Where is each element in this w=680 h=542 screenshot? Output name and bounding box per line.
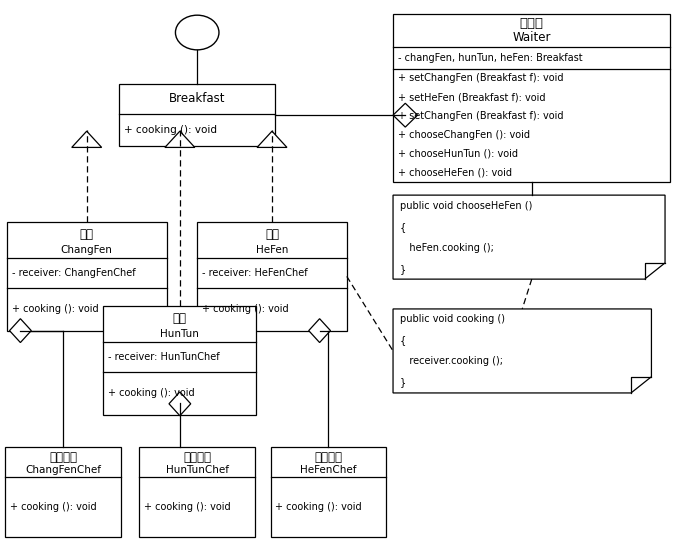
- Text: public void chooseHeFen (): public void chooseHeFen (): [400, 201, 532, 211]
- Text: HeFen: HeFen: [256, 245, 288, 255]
- Text: Breakfast: Breakfast: [169, 93, 226, 106]
- Text: + setHeFen (Breakfast f): void: + setHeFen (Breakfast f): void: [398, 92, 546, 102]
- Polygon shape: [393, 103, 418, 127]
- Text: + setChangFen (Breakfast f): void: + setChangFen (Breakfast f): void: [398, 73, 564, 83]
- Text: 肠粉厨师: 肠粉厨师: [49, 451, 78, 464]
- Text: + setChangFen (Breakfast f): void: + setChangFen (Breakfast f): void: [398, 111, 564, 121]
- Bar: [7, 222, 167, 331]
- Polygon shape: [393, 195, 665, 279]
- Text: }: }: [400, 263, 406, 274]
- Text: - receiver: HeFenChef: - receiver: HeFenChef: [202, 268, 307, 278]
- Text: 馄饨厨师: 馄饨厨师: [183, 451, 211, 464]
- Polygon shape: [393, 309, 651, 393]
- Bar: [139, 447, 255, 537]
- Polygon shape: [257, 131, 287, 147]
- Text: 河粉厨师: 河粉厨师: [314, 451, 343, 464]
- Text: + chooseChangFen (): void: + chooseChangFen (): void: [398, 130, 530, 140]
- Text: HunTun: HunTun: [160, 329, 199, 339]
- Text: public void cooking (): public void cooking (): [400, 314, 505, 325]
- Text: + chooseHunTun (): void: + chooseHunTun (): void: [398, 149, 518, 158]
- Text: HeFenChef: HeFenChef: [300, 465, 357, 475]
- Text: + cooking (): void: + cooking (): void: [144, 501, 231, 512]
- Text: receiver.cooking ();: receiver.cooking ();: [400, 357, 503, 366]
- Polygon shape: [169, 392, 190, 416]
- Text: {: {: [400, 222, 406, 231]
- Text: ChangFen: ChangFen: [61, 245, 113, 255]
- Text: + chooseHeFen (): void: + chooseHeFen (): void: [398, 167, 513, 177]
- Text: 馄饨: 馄饨: [173, 312, 187, 325]
- Text: + cooking (): void: + cooking (): void: [108, 389, 194, 398]
- Text: - changFen, hunTun, heFen: Breakfast: - changFen, hunTun, heFen: Breakfast: [398, 53, 583, 63]
- Text: }: }: [400, 377, 406, 388]
- Text: {: {: [400, 335, 406, 345]
- Text: heFen.cooking ();: heFen.cooking ();: [400, 243, 494, 253]
- Bar: [5, 447, 121, 537]
- Text: 肠粉: 肠粉: [80, 228, 94, 241]
- Text: - receiver: HunTunChef: - receiver: HunTunChef: [108, 352, 220, 362]
- Polygon shape: [165, 131, 195, 147]
- Text: ChangFenChef: ChangFenChef: [25, 465, 101, 475]
- Bar: [393, 14, 670, 182]
- Text: HunTunChef: HunTunChef: [166, 465, 228, 475]
- Polygon shape: [309, 319, 330, 343]
- Text: + cooking (): void: + cooking (): void: [10, 501, 97, 512]
- Bar: [119, 84, 275, 146]
- Text: 服务员: 服务员: [520, 17, 544, 30]
- Text: + cooking (): void: + cooking (): void: [202, 305, 288, 314]
- Text: + cooking (): void: + cooking (): void: [12, 305, 98, 314]
- Text: + cooking (): void: + cooking (): void: [275, 501, 362, 512]
- Polygon shape: [10, 319, 31, 343]
- Bar: [197, 222, 347, 331]
- Text: Waiter: Waiter: [513, 31, 551, 44]
- Text: 河粉: 河粉: [265, 228, 279, 241]
- Polygon shape: [72, 131, 102, 147]
- Bar: [271, 447, 386, 537]
- Text: + cooking (): void: + cooking (): void: [124, 125, 218, 135]
- Text: - receiver: ChangFenChef: - receiver: ChangFenChef: [12, 268, 135, 278]
- Bar: [103, 306, 256, 415]
